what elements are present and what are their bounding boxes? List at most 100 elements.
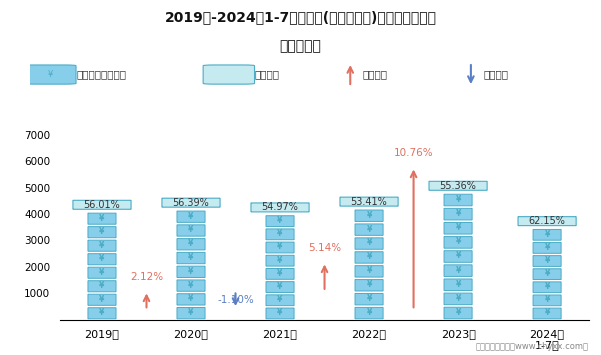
- Text: ¥: ¥: [545, 308, 550, 317]
- Text: ¥: ¥: [277, 229, 282, 238]
- FancyBboxPatch shape: [444, 208, 472, 220]
- Text: ¥: ¥: [99, 308, 105, 317]
- FancyBboxPatch shape: [533, 295, 561, 306]
- FancyBboxPatch shape: [88, 294, 116, 305]
- Text: 累计保费（亿元）: 累计保费（亿元）: [76, 70, 126, 80]
- Text: ¥: ¥: [545, 269, 550, 278]
- Text: ¥: ¥: [545, 256, 550, 265]
- Text: 2019年-2024年1-7月广东省(不含深圳市)累计原保险保费: 2019年-2024年1-7月广东省(不含深圳市)累计原保险保费: [165, 11, 436, 24]
- Text: ¥: ¥: [277, 242, 282, 251]
- FancyBboxPatch shape: [444, 223, 472, 234]
- Text: ¥: ¥: [456, 195, 461, 204]
- Text: 62.15%: 62.15%: [529, 216, 566, 226]
- FancyBboxPatch shape: [444, 236, 472, 248]
- FancyBboxPatch shape: [177, 211, 205, 222]
- Text: ¥: ¥: [456, 266, 461, 274]
- Text: 56.01%: 56.01%: [84, 200, 120, 210]
- FancyBboxPatch shape: [533, 242, 561, 253]
- Text: ¥: ¥: [456, 294, 461, 303]
- Text: ¥: ¥: [188, 308, 194, 317]
- FancyBboxPatch shape: [73, 200, 131, 209]
- FancyBboxPatch shape: [533, 308, 561, 319]
- FancyBboxPatch shape: [88, 254, 116, 265]
- FancyBboxPatch shape: [355, 224, 383, 235]
- FancyBboxPatch shape: [355, 210, 383, 222]
- Text: ¥: ¥: [456, 223, 461, 232]
- Text: 10.76%: 10.76%: [394, 148, 433, 158]
- Text: ¥: ¥: [99, 268, 105, 277]
- FancyBboxPatch shape: [266, 268, 294, 279]
- Text: ¥: ¥: [367, 225, 372, 234]
- FancyBboxPatch shape: [355, 238, 383, 249]
- Text: ¥: ¥: [367, 280, 372, 289]
- FancyBboxPatch shape: [88, 308, 116, 319]
- FancyBboxPatch shape: [355, 252, 383, 263]
- FancyBboxPatch shape: [518, 217, 576, 226]
- Text: ¥: ¥: [277, 216, 282, 225]
- Text: 同比减少: 同比减少: [483, 70, 508, 80]
- FancyBboxPatch shape: [444, 194, 472, 206]
- FancyBboxPatch shape: [533, 229, 561, 240]
- Text: ¥: ¥: [367, 294, 372, 303]
- Text: ¥: ¥: [188, 253, 194, 262]
- FancyBboxPatch shape: [88, 226, 116, 238]
- Text: ¥: ¥: [545, 243, 550, 252]
- FancyBboxPatch shape: [177, 252, 205, 264]
- FancyBboxPatch shape: [533, 269, 561, 279]
- Text: ¥: ¥: [545, 282, 550, 291]
- FancyBboxPatch shape: [162, 198, 220, 207]
- Text: ¥: ¥: [99, 214, 105, 223]
- Text: ¥: ¥: [99, 295, 105, 304]
- Text: ¥: ¥: [277, 282, 282, 291]
- FancyBboxPatch shape: [177, 307, 205, 319]
- FancyBboxPatch shape: [266, 242, 294, 253]
- Text: 5.14%: 5.14%: [308, 243, 341, 253]
- FancyBboxPatch shape: [266, 295, 294, 306]
- Text: ¥: ¥: [188, 280, 194, 290]
- Text: ¥: ¥: [367, 308, 372, 317]
- FancyBboxPatch shape: [533, 256, 561, 266]
- FancyBboxPatch shape: [177, 294, 205, 305]
- FancyBboxPatch shape: [266, 255, 294, 266]
- Text: 制图：智研咨询（www.chyxx.com）: 制图：智研咨询（www.chyxx.com）: [476, 343, 589, 351]
- FancyBboxPatch shape: [203, 65, 255, 84]
- Text: ¥: ¥: [188, 225, 194, 234]
- FancyBboxPatch shape: [533, 282, 561, 293]
- FancyBboxPatch shape: [340, 197, 398, 206]
- Text: ¥: ¥: [277, 295, 282, 304]
- Text: ¥: ¥: [188, 294, 194, 303]
- Text: ¥: ¥: [99, 241, 105, 250]
- Text: ¥: ¥: [188, 267, 194, 276]
- Text: ¥: ¥: [188, 239, 194, 248]
- FancyBboxPatch shape: [88, 213, 116, 224]
- Text: ¥: ¥: [188, 212, 194, 221]
- Text: ¥: ¥: [367, 239, 372, 247]
- FancyBboxPatch shape: [266, 308, 294, 319]
- FancyBboxPatch shape: [177, 266, 205, 278]
- FancyBboxPatch shape: [444, 279, 472, 290]
- FancyBboxPatch shape: [444, 265, 472, 277]
- Text: 56.39%: 56.39%: [172, 198, 209, 208]
- Text: ¥: ¥: [456, 280, 461, 289]
- Text: -1.10%: -1.10%: [217, 295, 254, 305]
- Text: 54.97%: 54.97%: [261, 202, 299, 212]
- Text: ¥: ¥: [99, 281, 105, 290]
- Text: 寿险占比: 寿险占比: [255, 70, 279, 80]
- FancyBboxPatch shape: [355, 294, 383, 305]
- Text: ¥: ¥: [99, 254, 105, 263]
- FancyBboxPatch shape: [429, 181, 487, 190]
- Text: ¥: ¥: [456, 237, 461, 246]
- FancyBboxPatch shape: [266, 216, 294, 226]
- Text: 53.41%: 53.41%: [350, 197, 388, 207]
- FancyBboxPatch shape: [266, 282, 294, 293]
- Text: 2.12%: 2.12%: [130, 272, 163, 282]
- FancyBboxPatch shape: [251, 203, 309, 212]
- FancyBboxPatch shape: [88, 267, 116, 278]
- FancyBboxPatch shape: [444, 293, 472, 305]
- FancyBboxPatch shape: [355, 280, 383, 291]
- Text: ¥: ¥: [367, 252, 372, 261]
- Text: ¥: ¥: [545, 230, 550, 239]
- FancyBboxPatch shape: [266, 229, 294, 240]
- Text: ¥: ¥: [456, 308, 461, 317]
- Text: ¥: ¥: [367, 266, 372, 275]
